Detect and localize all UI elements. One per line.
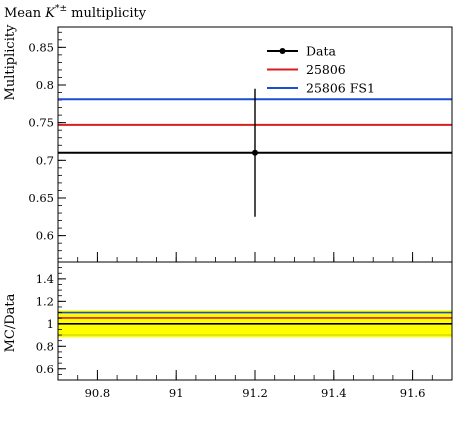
main-y-tick-label: 0.75 <box>28 116 54 130</box>
main-y-tick-label: 0.6 <box>36 229 54 243</box>
main-panel: 0.6 0.65 0.7 0.75 0.8 0.85 Multiplicity <box>3 24 453 263</box>
ratio-y-tick-label: 1.2 <box>36 294 54 308</box>
ratio-series <box>58 311 452 325</box>
legend-label: Data <box>306 44 336 59</box>
main-y-tick-label: 0.85 <box>28 40 54 54</box>
main-y-tick-label: 0.8 <box>36 78 54 92</box>
legend: Data 25806 25806 FS1 <box>267 44 375 96</box>
ratio-y-tick-label: 0.6 <box>36 362 54 376</box>
ratio-y-tick-label: 1.4 <box>36 272 54 286</box>
legend-marker <box>279 48 286 54</box>
ratio-axis-ticks: 0.6 0.8 1 1.2 1.4 <box>36 261 453 381</box>
main-y-tick-label: 0.7 <box>36 153 54 167</box>
legend-label: 25806 <box>306 62 346 77</box>
x-tick-label: 91 <box>169 386 184 400</box>
x-tick-label: 91.2 <box>242 386 268 400</box>
ratio-y-tick-label: 0.8 <box>36 339 54 353</box>
chart-title: Mean K*± multiplicity <box>4 4 147 21</box>
ratio-panel: 0.6 0.8 1 1.2 1.4 MC/Data <box>3 261 453 381</box>
x-tick-label: 91.4 <box>321 386 347 400</box>
ratio-y-tick-label: 1 <box>47 317 54 331</box>
legend-label: 25806 FS1 <box>306 81 375 96</box>
main-y-axis-label: Multiplicity <box>3 24 18 101</box>
ratio-frame <box>57 261 453 381</box>
x-axis-tick-labels: 90.8 91 91.2 91.4 91.6 <box>85 386 426 400</box>
ratio-y-axis-label: MC/Data <box>3 293 18 352</box>
main-axis-ticks: 0.6 0.65 0.7 0.75 0.8 0.85 <box>28 31 453 262</box>
x-tick-label: 90.8 <box>85 386 111 400</box>
data-point-group <box>252 88 258 217</box>
data-marker <box>252 149 258 156</box>
main-y-tick-label: 0.65 <box>28 191 54 205</box>
x-tick-label: 91.6 <box>400 386 426 400</box>
